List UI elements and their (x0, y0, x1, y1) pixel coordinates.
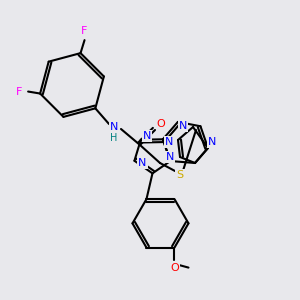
Text: N: N (138, 158, 147, 168)
Text: O: O (170, 262, 179, 273)
Text: F: F (81, 26, 88, 36)
Text: N: N (179, 121, 187, 131)
Text: N: N (142, 131, 151, 141)
Text: S: S (176, 170, 184, 180)
Text: N: N (166, 152, 174, 162)
Text: H: H (110, 133, 118, 143)
Text: O: O (157, 119, 165, 129)
Text: N: N (165, 137, 173, 147)
Text: N: N (110, 122, 118, 132)
Text: F: F (16, 86, 22, 97)
Text: N: N (208, 137, 216, 147)
